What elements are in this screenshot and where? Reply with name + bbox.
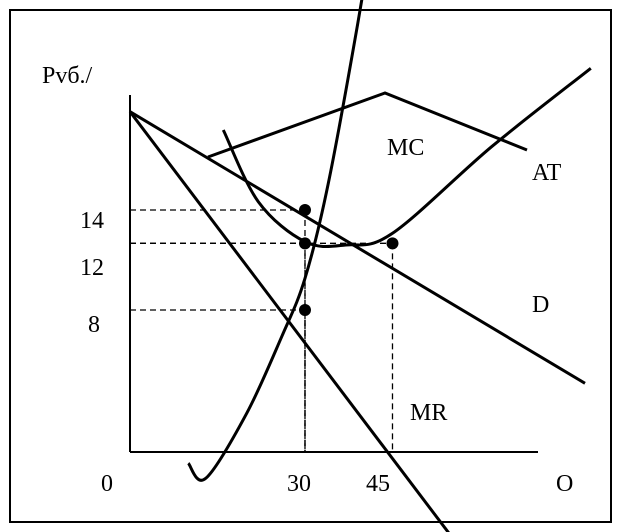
origin-label: 0 [101, 471, 113, 497]
x-tick-label-45: 45 [366, 471, 390, 497]
frame-border [9, 9, 612, 523]
series-label-mc: MC [387, 135, 424, 161]
series-line-at [221, 67, 592, 249]
series-label-d: D [532, 292, 549, 318]
series-line-d [129, 110, 586, 385]
y-axis-label: Рvб./ [42, 63, 93, 89]
at-upper-boundary [207, 91, 528, 159]
y-tick-label-12: 12 [80, 255, 104, 281]
x-tick-label-30: 30 [287, 471, 311, 497]
point-marker-2 [386, 237, 399, 250]
y-tick-label-14: 14 [80, 208, 104, 234]
point-marker-0 [298, 204, 311, 216]
series-label-mr: MR [410, 400, 447, 426]
point-marker-3 [298, 304, 311, 316]
point-markers [298, 204, 399, 316]
x-axis-label: O [556, 471, 573, 497]
series-line-mc [187, 0, 364, 482]
series-lines [128, 0, 592, 532]
series-line-mr [128, 110, 450, 532]
y-tick-label-8: 8 [88, 312, 100, 338]
point-marker-1 [298, 237, 311, 250]
series-label-at: AT [532, 160, 562, 186]
